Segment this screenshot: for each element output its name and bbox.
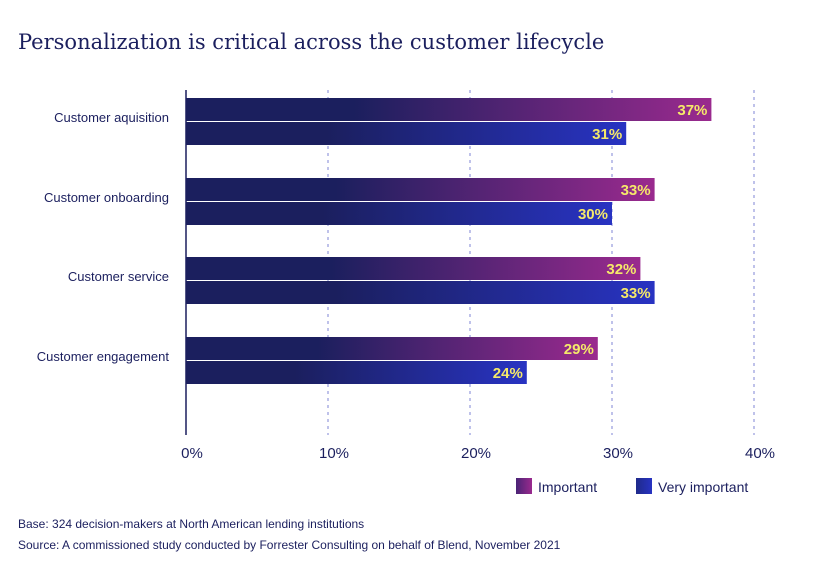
chart-title: Personalization is critical across the c… <box>18 30 605 54</box>
data-label: 37% <box>677 102 707 119</box>
legend-label: Important <box>538 479 597 495</box>
data-label: 32% <box>606 261 636 278</box>
x-tick-label: 10% <box>319 445 349 462</box>
bar <box>186 122 627 145</box>
data-label: 33% <box>621 285 651 302</box>
bar <box>186 98 712 121</box>
category-label: Customer aquisition <box>54 110 169 125</box>
base-note: Base: 324 decision-makers at North Ameri… <box>18 517 365 531</box>
bar <box>186 202 612 225</box>
x-tick-label: 30% <box>603 445 633 462</box>
legend-swatch-very-important <box>636 478 652 494</box>
category-label: Customer engagement <box>37 349 170 364</box>
data-label: 30% <box>578 206 608 223</box>
x-tick-label: 20% <box>461 445 491 462</box>
bar <box>186 257 641 280</box>
legend-swatch-important <box>516 478 532 494</box>
source-note: Source: A commissioned study conducted b… <box>18 538 561 552</box>
data-label: 29% <box>564 341 594 358</box>
data-label: 33% <box>621 182 651 199</box>
x-tick-label: 40% <box>745 445 775 462</box>
legend-label: Very important <box>658 479 748 495</box>
x-tick-label: 0% <box>181 445 203 462</box>
bar <box>186 178 655 201</box>
category-label: Customer service <box>68 269 169 284</box>
bar <box>186 337 598 360</box>
data-label: 31% <box>592 126 622 143</box>
bar <box>186 281 655 304</box>
category-label: Customer onboarding <box>44 190 169 205</box>
data-label: 24% <box>493 365 523 382</box>
bar <box>186 361 527 384</box>
